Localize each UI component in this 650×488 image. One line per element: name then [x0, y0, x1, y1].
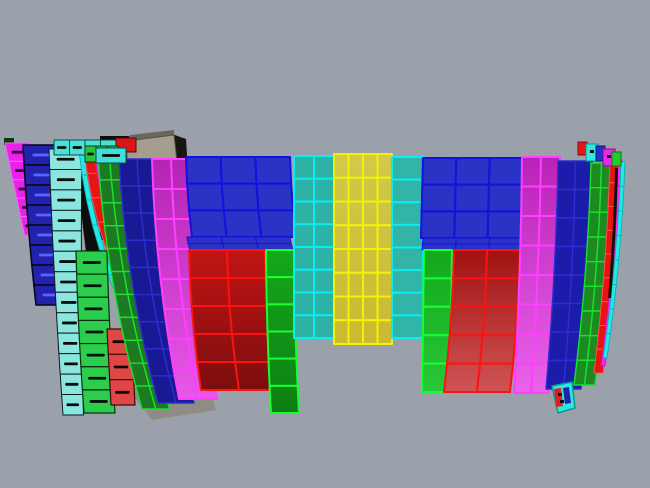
panel-label-mark [65, 382, 79, 386]
right-black-dash-strip [608, 168, 618, 298]
top-right-cyan-tab-dot [590, 150, 594, 153]
panel-label-mark [60, 280, 77, 284]
top-left-cyan-label-tab [95, 147, 127, 164]
left-blue-block-thin-rows [186, 236, 294, 251]
panel-label-mark [59, 260, 76, 263]
right-navy-grid-column [545, 160, 594, 390]
left-red-grid [188, 249, 278, 391]
panel-label-mark [37, 233, 56, 237]
panel-label-mark [85, 330, 104, 334]
panel-label-mark [115, 390, 130, 394]
right-red-grid [443, 249, 521, 393]
left-green-label-column [75, 250, 116, 414]
right-green-strip [421, 249, 453, 393]
left-green-strip [265, 249, 300, 414]
center-cyan-grid-left [293, 155, 335, 339]
top-left-dark-green-tab [4, 138, 14, 145]
panel-label-mark [34, 193, 53, 197]
panel-label-mark [86, 353, 105, 357]
box-top-face [126, 130, 174, 141]
right-blue-block [420, 157, 524, 239]
panel-label-mark [58, 239, 76, 243]
panel-label-mark [83, 284, 102, 288]
panel-label-mark [84, 307, 103, 311]
panel-label-mark [11, 150, 26, 154]
panel-label-mark [113, 365, 129, 369]
panel-label-mark [56, 157, 75, 161]
panel-label-mark [66, 403, 80, 407]
right-blue-block-thin-rows [421, 237, 524, 251]
bottom-right-tab-dot-2 [560, 400, 564, 403]
panel-label-mark [38, 253, 57, 257]
panel-label-mark [82, 261, 101, 264]
panel-label-mark [87, 152, 94, 156]
panel-label-mark [89, 400, 108, 403]
panel-label-mark [57, 146, 67, 149]
panel-label-mark [112, 340, 127, 344]
panel-label-mark [57, 198, 76, 202]
panel-label-mark [35, 213, 54, 217]
panel-label-mark [32, 153, 51, 157]
panel-label-mark [61, 301, 77, 304]
right-cyan-edge-sliver [602, 161, 626, 359]
panel-label-mark [88, 376, 107, 380]
panel-label-mark [57, 219, 76, 223]
top-right-green-tab [611, 151, 622, 167]
left-blue-block [185, 156, 297, 238]
panel-label-mark [63, 341, 78, 345]
panel-label-mark [64, 362, 78, 366]
panel-label-mark [102, 154, 120, 157]
panel-label-mark [61, 321, 77, 325]
panel-label-mark [56, 178, 75, 182]
bottom-right-tab-navy-bit [563, 387, 571, 404]
panel-label-mark [33, 173, 52, 177]
center-cyan-grid-right [391, 156, 424, 339]
left-cyan-label-column [48, 148, 84, 416]
bottom-right-tab-dot-1 [558, 393, 562, 396]
panel-label-mark [72, 146, 82, 149]
top-right-magenta-tab-dot [607, 155, 611, 158]
center-yellow-grid [333, 153, 393, 345]
right-magenta-grid-column [513, 156, 561, 394]
